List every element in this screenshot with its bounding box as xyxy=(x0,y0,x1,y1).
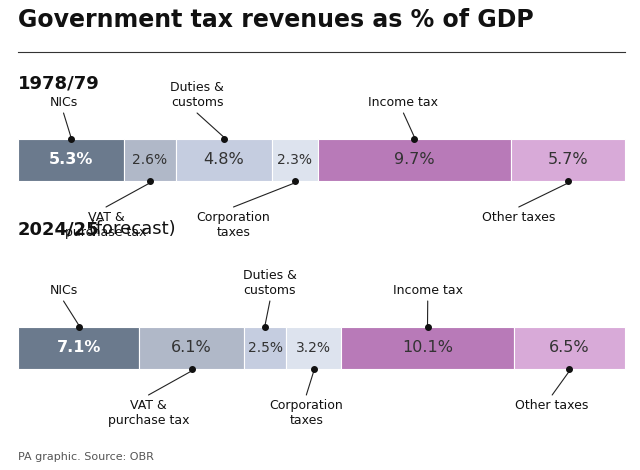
Bar xyxy=(18,139,124,181)
Bar xyxy=(511,139,625,181)
Text: 2.5%: 2.5% xyxy=(248,341,283,355)
Text: Duties &
customs: Duties & customs xyxy=(170,81,224,109)
Text: VAT &
purchase tax: VAT & purchase tax xyxy=(108,399,189,427)
Bar xyxy=(244,327,287,369)
Text: 4.8%: 4.8% xyxy=(204,152,244,167)
Text: NICs: NICs xyxy=(49,284,77,297)
Bar xyxy=(18,327,140,369)
Text: 3.2%: 3.2% xyxy=(296,341,332,355)
Text: (forecast): (forecast) xyxy=(83,220,176,238)
Bar xyxy=(514,327,625,369)
Bar xyxy=(124,139,176,181)
Text: 2.3%: 2.3% xyxy=(277,153,312,167)
Text: Income tax: Income tax xyxy=(369,96,438,109)
Text: 5.3%: 5.3% xyxy=(49,152,93,167)
Text: 1978/79: 1978/79 xyxy=(18,75,100,93)
Text: 6.1%: 6.1% xyxy=(171,340,212,355)
Text: Corporation
taxes: Corporation taxes xyxy=(196,211,270,239)
Text: 5.7%: 5.7% xyxy=(548,152,588,167)
Text: Income tax: Income tax xyxy=(393,284,463,297)
Text: 9.7%: 9.7% xyxy=(394,152,435,167)
Text: Other taxes: Other taxes xyxy=(482,211,556,224)
Bar xyxy=(317,139,511,181)
Text: 2.6%: 2.6% xyxy=(132,153,167,167)
Text: 10.1%: 10.1% xyxy=(402,340,453,355)
Text: Corporation
taxes: Corporation taxes xyxy=(269,399,343,427)
Text: 7.1%: 7.1% xyxy=(56,340,101,355)
Text: 6.5%: 6.5% xyxy=(549,340,589,355)
Bar xyxy=(287,327,341,369)
Bar xyxy=(341,327,514,369)
Text: PA graphic. Source: OBR: PA graphic. Source: OBR xyxy=(18,452,154,462)
Bar xyxy=(271,139,317,181)
Text: Other taxes: Other taxes xyxy=(515,399,589,412)
Text: 2024/25: 2024/25 xyxy=(18,220,100,238)
Text: VAT &
purchase tax: VAT & purchase tax xyxy=(65,211,147,239)
Text: Duties &
customs: Duties & customs xyxy=(243,269,297,297)
Text: NICs: NICs xyxy=(49,96,77,109)
Bar xyxy=(176,139,271,181)
Text: Government tax revenues as % of GDP: Government tax revenues as % of GDP xyxy=(18,8,534,32)
Bar xyxy=(140,327,244,369)
